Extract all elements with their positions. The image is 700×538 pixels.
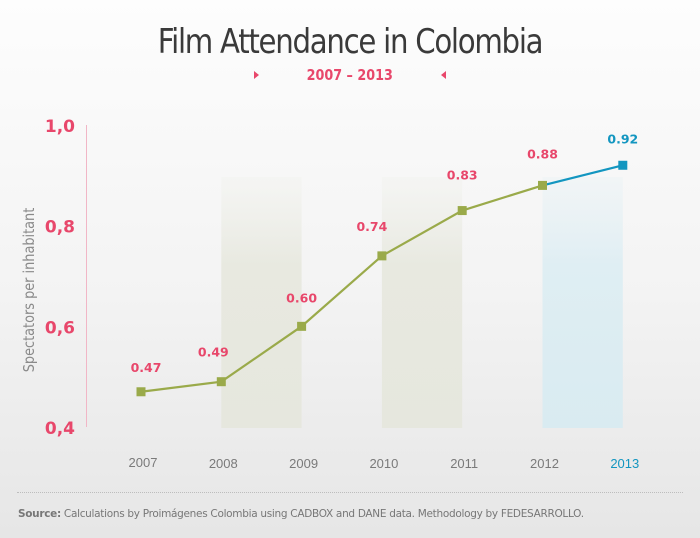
data-point-2013 (618, 160, 628, 170)
data-point-2009 (297, 321, 307, 331)
triangle-right-icon (254, 71, 260, 79)
data-label-2007: 0.47 (131, 360, 162, 375)
y-tick-labels: 1,0 0,8 0,6 0,4 (45, 117, 75, 439)
data-point-2012 (538, 180, 547, 190)
x-tick-labels: 2007 2008 2009 2010 2011 2012 2013 (129, 455, 640, 471)
data-label-2013: 0.92 (607, 131, 638, 146)
series-line-main (140, 184, 543, 393)
data-point-2007 (136, 387, 146, 397)
x-tick-label: 2008 (209, 456, 238, 471)
y-tick-label: 0,6 (45, 318, 75, 338)
chart-subtitle: 2007 – 2013 (306, 66, 394, 84)
x-tick-label: 2012 (530, 456, 559, 471)
shaded-band-2010-2011 (381, 177, 463, 428)
data-labels: 0.47 0.49 0.60 0.74 0.83 0.88 0.92 (131, 131, 639, 375)
data-label-2009: 0.60 (286, 290, 317, 305)
line-chart: Spectators per inhabitant 1,0 0,8 0,6 0,4 2… (21, 117, 640, 471)
y-tick-label: 1,0 (45, 117, 75, 137)
source-text: Calculations by Proimágenes Colombia usi… (63, 508, 584, 520)
data-label-2011: 0.83 (447, 168, 478, 183)
data-point-2010 (377, 251, 387, 261)
data-points (136, 160, 628, 397)
data-point-2008 (216, 377, 226, 387)
shaded-bands (221, 177, 623, 428)
subtitle-row: 2007 – 2013 (0, 66, 700, 84)
data-label-2010: 0.74 (356, 219, 387, 234)
x-tick-label: 2007 (129, 455, 158, 470)
shaded-band-2012-2013 (542, 177, 623, 428)
triangle-left-icon (440, 71, 446, 79)
shaded-band-2008-2009 (221, 177, 302, 428)
y-tick-label: 0,4 (45, 419, 75, 439)
series-line-highlight (542, 164, 624, 187)
data-label-2008: 0.49 (198, 345, 229, 360)
source-label: Source: (18, 508, 61, 520)
y-tick-label: 0,8 (45, 218, 75, 238)
data-point-2011 (457, 206, 467, 216)
x-tick-label: 2011 (450, 456, 478, 471)
x-tick-label: 2009 (289, 456, 318, 471)
data-label-2012: 0.88 (527, 146, 558, 161)
footer-divider (17, 492, 683, 493)
series-lines (140, 164, 624, 393)
source-note: Source: Calculations by Proimágenes Colo… (18, 508, 584, 520)
x-tick-label: 2013 (610, 456, 639, 471)
y-axis-label: Spectators per inhabitant (21, 207, 38, 372)
chart-title: Film Attendance in Colombia (157, 22, 544, 62)
x-tick-label: 2010 (369, 456, 398, 471)
